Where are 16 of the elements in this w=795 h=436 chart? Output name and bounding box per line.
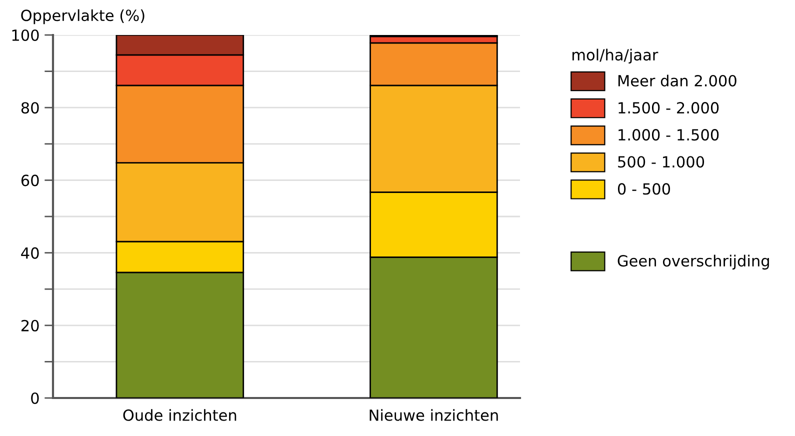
legend-label: 1.500 - 2.000	[618, 102, 719, 114]
legend-label: Meer dan 2.000	[618, 74, 736, 87]
legend-label: 500 - 1.000	[618, 156, 704, 168]
y-tick-label: 100	[12, 29, 39, 42]
legend-title: mol/ha/jaar	[572, 48, 658, 64]
legend-label: 1.000 - 1.500	[618, 129, 719, 141]
y-tick-label: 0	[31, 392, 39, 404]
legend-label: Geen overschrijding	[618, 254, 769, 270]
y-tick-label: 20	[21, 320, 39, 332]
y-tick-label: 60	[21, 174, 39, 186]
y-axis-title: Oppervlakte (%)	[21, 9, 144, 24]
x-tick-label: Oude inzichten	[123, 409, 236, 421]
y-tick-label: 80	[21, 102, 39, 114]
legend-label: 0 - 500	[618, 183, 670, 195]
y-tick-label: 40	[21, 247, 39, 259]
x-tick-label: Nieuwe inzichten	[370, 409, 498, 421]
